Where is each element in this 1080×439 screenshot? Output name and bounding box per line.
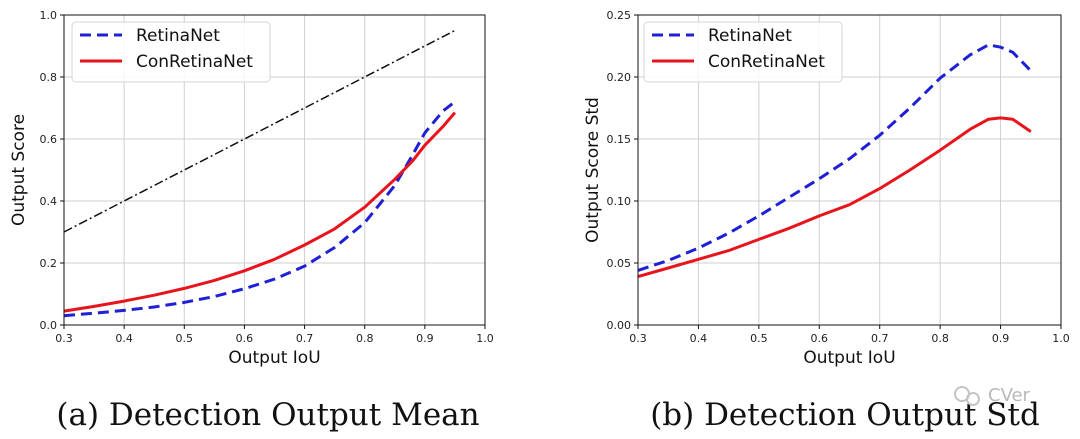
x-tick-label: 0.8	[356, 332, 374, 345]
y-axis-label: Output Score Std	[583, 97, 603, 243]
watermark: CVer	[954, 385, 1031, 406]
x-tick-label: 0.6	[236, 332, 254, 345]
watermark-text: CVer	[988, 385, 1031, 406]
y-tick-label: 0.6	[40, 133, 58, 146]
y-axis-label: Output Score	[9, 114, 29, 226]
legend: RetinaNet ConRetinaNet	[71, 21, 271, 83]
series-line-conretinanet	[63, 111, 457, 313]
y-tick-label: 0.4	[40, 195, 58, 208]
y-tick-label: 0.25	[607, 9, 632, 22]
chart-0: 0.3 0.4 0.5 0.6 0.7 0.8 0.9 1.0 0.0 0.2 0.4 0.6 0.8 1…	[9, 9, 494, 433]
y-tick-label: 0.10	[607, 195, 632, 208]
x-tick-label: 0.8	[931, 332, 949, 345]
x-tick-label: 0.9	[416, 332, 434, 345]
x-tick-label: 0.4	[690, 332, 708, 345]
series-line-identity	[63, 29, 456, 233]
legend-box	[71, 21, 271, 83]
x-tick-label: 0.4	[115, 332, 133, 345]
legend-box	[643, 21, 843, 83]
x-tick-label: 0.9	[992, 332, 1010, 345]
plot-frame	[63, 14, 486, 326]
y-tick-label: 0.00	[607, 319, 632, 332]
y-tick-label: 0.8	[40, 71, 58, 84]
x-tick-label: 0.7	[296, 332, 314, 345]
x-tick-label: 0.3	[55, 332, 73, 345]
x-tick-label: 1.0	[1052, 332, 1070, 345]
y-tick-label: 0.0	[40, 319, 58, 332]
y-tick-label: 0.20	[607, 71, 632, 84]
chart-caption: (b) Detection Output Std	[650, 397, 1040, 433]
series-line-retinanet	[63, 100, 456, 318]
x-tick-label: 0.3	[629, 332, 647, 345]
legend-label-retinanet: RetinaNet	[136, 26, 220, 46]
x-tick-label: 0.5	[750, 332, 768, 345]
series-line-conretinanet	[637, 116, 1032, 279]
x-tick-label: 0.5	[176, 332, 194, 345]
y-tick-label: 0.2	[40, 257, 58, 270]
legend-label-retinanet: RetinaNet	[708, 26, 792, 46]
legend: RetinaNet ConRetinaNet	[643, 21, 843, 83]
x-tick-label: 0.6	[811, 332, 829, 345]
legend-label-conretinanet: ConRetinaNet	[136, 52, 253, 72]
legend-label-conretinanet: ConRetinaNet	[708, 52, 825, 72]
y-tick-label: 0.15	[607, 133, 632, 146]
x-axis-label: Output IoU	[228, 348, 320, 368]
y-tick-label: 1.0	[40, 9, 58, 22]
y-tick-label: 0.05	[607, 257, 632, 270]
chart-caption: (a) Detection Output Mean	[56, 397, 479, 433]
plot-frame	[637, 14, 1062, 326]
x-axis-label: Output IoU	[803, 348, 895, 368]
chart-1: 0.3 0.4 0.5 0.6 0.7 0.8 0.9 1.0 0.00 0.05 0.10 0.15…	[583, 9, 1070, 433]
wechat-icon-bubble	[966, 392, 980, 406]
x-tick-label: 0.7	[871, 332, 889, 345]
series-line-retinanet	[637, 43, 1032, 272]
x-tick-label: 1.0	[476, 332, 494, 345]
